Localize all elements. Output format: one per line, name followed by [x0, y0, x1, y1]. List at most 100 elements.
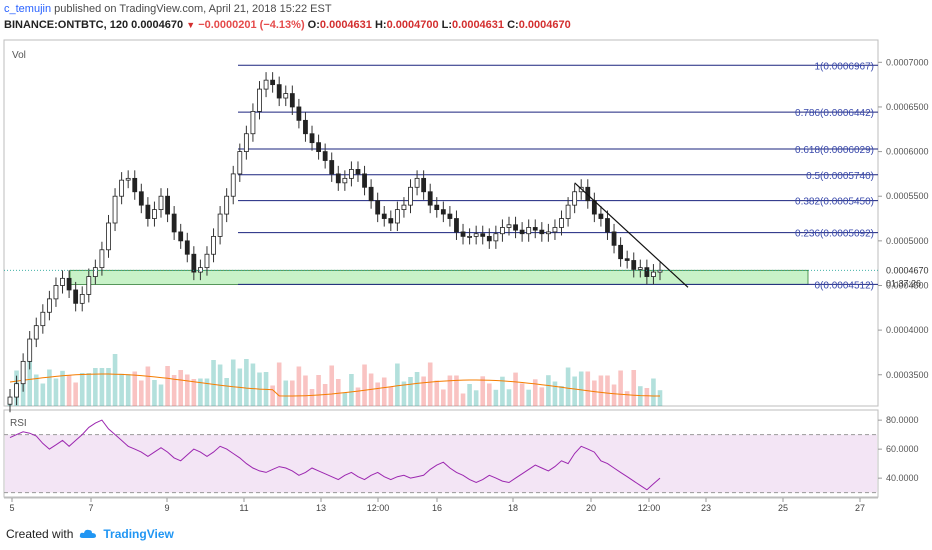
volume-bar: [40, 383, 46, 406]
volume-bar: [631, 370, 637, 406]
candle-body: [152, 209, 157, 219]
volume-bar: [552, 381, 558, 406]
candle-body: [637, 267, 643, 270]
volume-bar: [73, 382, 78, 406]
candle-body: [132, 177, 138, 193]
volume-bar: [204, 378, 210, 406]
x-tick-label: 27: [855, 503, 865, 513]
y-tick-label: 0.0003500: [886, 370, 929, 380]
candle-body: [368, 186, 374, 202]
published-text: published on TradingView.com, April 21, …: [54, 3, 332, 15]
candle-body: [125, 177, 131, 181]
volume-bar: [303, 375, 308, 406]
candle-body: [198, 267, 203, 273]
volume-bar: [381, 377, 387, 406]
volume-bar: [644, 388, 650, 406]
volume-bar: [66, 375, 72, 406]
x-tick-label: 16: [432, 503, 442, 513]
candle-body: [171, 213, 177, 233]
volume-bar: [270, 385, 275, 406]
candle-body: [559, 218, 564, 228]
candle-body: [296, 106, 302, 121]
candle-body: [500, 227, 505, 235]
volume-bar: [605, 375, 610, 406]
volume-bar: [486, 383, 492, 406]
fib-level-label: 0.786(0.0006442): [795, 108, 874, 119]
candle-body: [224, 195, 230, 215]
y-tick-label: 0.0006000: [886, 147, 929, 157]
candle-body: [66, 277, 72, 291]
volume-bar: [441, 389, 446, 406]
candle-body: [394, 209, 400, 224]
volume-bar: [342, 392, 348, 406]
volume-bar: [460, 393, 466, 406]
volume-bar: [329, 365, 335, 406]
down-triangle-icon: ▼: [186, 20, 196, 30]
rsi-pane-frame: [3, 409, 879, 498]
volume-bar: [152, 380, 157, 406]
x-tick-label: 25: [778, 503, 788, 513]
candle-body: [631, 260, 637, 270]
candle-body: [145, 204, 151, 219]
candle-body: [381, 213, 387, 219]
volume-bar: [244, 359, 249, 406]
candle-body: [545, 231, 551, 235]
y-tick-label: 0.0005000: [886, 236, 929, 246]
author-link[interactable]: c_temujin: [4, 3, 52, 15]
candle-body: [73, 289, 79, 304]
candle-body: [158, 195, 164, 211]
volume-bar: [198, 378, 203, 406]
low-key: L:: [441, 19, 453, 31]
x-tick-label: 7: [88, 503, 93, 513]
volume-bar: [480, 376, 486, 406]
volume-bar: [178, 370, 184, 406]
candle-body: [211, 235, 216, 255]
volume-bar: [355, 387, 361, 406]
tradingview-brand[interactable]: TradingView: [103, 527, 174, 541]
tradingview-logo-icon: [80, 529, 97, 538]
volume-bar: [493, 389, 499, 406]
candle-body: [46, 298, 52, 313]
candle-body: [624, 258, 630, 261]
candle-body: [480, 233, 486, 237]
fib-level-label: 0.618(0.0006029): [795, 145, 874, 156]
volume-bar: [184, 374, 190, 406]
volume-bar: [598, 375, 604, 406]
x-tick-label: 18: [508, 503, 518, 513]
volume-bar: [86, 373, 92, 406]
candle-body: [263, 79, 269, 90]
open-key: O:: [307, 19, 320, 31]
candle-body: [309, 133, 315, 144]
candle-body: [598, 213, 604, 219]
volume-bar: [106, 368, 111, 406]
candle-body: [388, 218, 394, 224]
fib-level-label: 0.236(0.0005092): [795, 229, 874, 240]
y-tick-label: 0.0006500: [886, 102, 929, 112]
candle-body: [237, 151, 243, 175]
close-key: C:: [507, 19, 519, 31]
volume-bar: [408, 377, 413, 406]
x-tick-label: 5: [9, 503, 14, 513]
volume-bar: [559, 386, 564, 406]
candle-body: [138, 191, 144, 206]
y-tick-label: 0.0004500: [886, 280, 929, 290]
fib-level-label: 0.382(0.0005450): [795, 197, 874, 208]
open-value: 0.0004631: [319, 19, 372, 31]
candle-body: [270, 79, 276, 86]
candle-body: [539, 229, 545, 235]
volume-bar: [309, 389, 315, 406]
candle-body: [60, 277, 65, 286]
candle-body: [611, 231, 617, 246]
candle-body: [644, 267, 650, 277]
x-tick-label: 13: [316, 503, 326, 513]
candle-body: [165, 195, 170, 215]
low-value: 0.0004631: [452, 19, 505, 31]
candle-body: [651, 271, 656, 277]
candle-body: [355, 169, 361, 175]
y-tick-label: 0.0005500: [886, 191, 929, 201]
volume-bar: [539, 387, 545, 406]
fib-level-label: 0(0.0004512): [815, 280, 875, 291]
chart-header-line2: BINANCE:ONTBTC, 120 0.0004670 ▼ −0.00002…: [4, 19, 571, 31]
candle-body: [40, 311, 46, 327]
